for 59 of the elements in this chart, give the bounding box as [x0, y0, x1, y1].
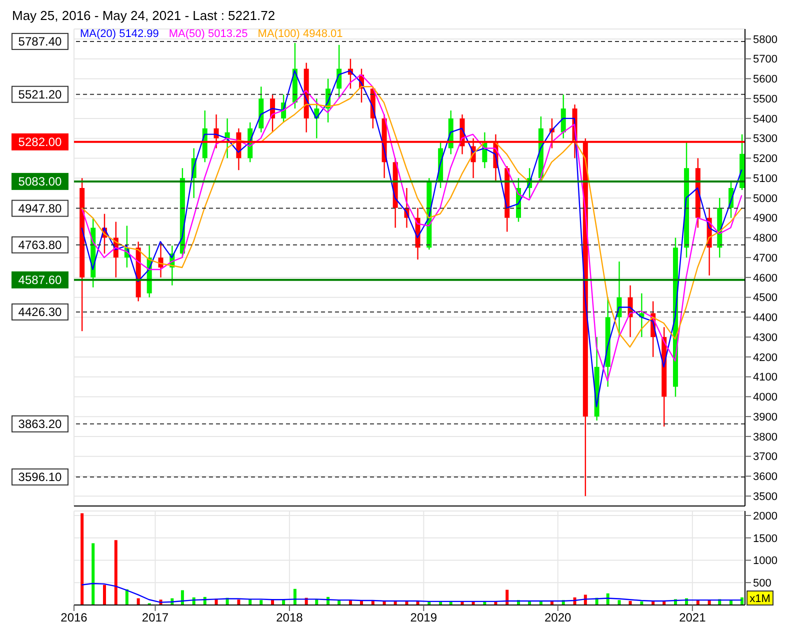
y-tick-label: 3700 [753, 451, 778, 464]
bar [114, 540, 118, 605]
text: MA(50) 5013.25 [168, 28, 248, 40]
y-tick-label: 4200 [753, 352, 778, 364]
x-tick-label: 2021 [679, 610, 706, 625]
ref-line-label: 3596.10 [18, 470, 62, 484]
y-tick-label: 5700 [753, 54, 778, 66]
x-tick-label: 2016 [60, 610, 88, 625]
y-axis-title: x1M [750, 593, 770, 605]
x-tick-label: 2020 [544, 610, 572, 625]
y-tick-label: 2000 [753, 510, 778, 522]
y-tick-label: 3800 [753, 431, 778, 444]
y-tick-label: 4100 [753, 372, 778, 384]
x-tick-label: 2017 [142, 610, 169, 625]
y-tick-label: 1000 [753, 555, 778, 568]
ref-line-label: 4763.80 [18, 238, 62, 252]
y-tick-label: 3600 [753, 471, 778, 484]
y-tick-label: 4800 [753, 232, 778, 245]
y-tick-label: 3500 [753, 490, 778, 503]
bar [618, 600, 621, 605]
ref-line-label: 5521.20 [18, 87, 62, 102]
text: MA(20) 5142.99 [80, 28, 159, 40]
x-tick-label: 2019 [410, 610, 438, 625]
bar [260, 600, 263, 605]
y-tick-label: 5100 [753, 172, 778, 185]
bar [80, 513, 84, 605]
y-tick-label: 5800 [753, 34, 778, 46]
y-tick-label: 3900 [753, 411, 778, 424]
bar [92, 543, 95, 605]
chart-title: May 25, 2016 - May 24, 2021 - Last : 5221.72 [11, 8, 276, 25]
y-tick-label: 5600 [753, 74, 778, 86]
ref-line-label: 4947.80 [18, 201, 62, 216]
ref-line-label: 3863.20 [18, 416, 62, 431]
y-tick-label: 4700 [753, 252, 778, 264]
y-tick-label: 4400 [753, 312, 778, 324]
y-tick-label: 5000 [753, 192, 778, 205]
y-tick-label: 500 [753, 578, 772, 590]
y-tick-label: 4500 [753, 292, 778, 304]
bar [237, 600, 240, 605]
y-tick-label: 5300 [753, 133, 778, 146]
line-series [81, 582, 742, 603]
y-tick-label: 4000 [753, 392, 778, 404]
ref-line-label: 5787.40 [18, 34, 62, 48]
y-tick-label: 5400 [753, 113, 778, 126]
ref-line-label: 4426.30 [18, 304, 62, 319]
y-tick-label: 4900 [753, 212, 778, 225]
y-tick-label: 4300 [753, 332, 778, 344]
y-tick-label: 1500 [753, 532, 778, 545]
y-tick-label: 4600 [753, 272, 778, 284]
ref-line-label: 5282.00 [18, 134, 62, 149]
text: MA(100) 4948.01 [258, 28, 343, 40]
ref-line-label: 5083.00 [18, 174, 62, 188]
bar [180, 590, 184, 605]
y-tick-label: 5500 [753, 93, 778, 106]
bar [103, 584, 106, 605]
candlestick [560, 94, 566, 139]
y-tick-label: 5200 [753, 153, 778, 166]
x-tick-label: 2018 [276, 610, 304, 625]
ref-line-label: 4587.60 [18, 272, 62, 287]
